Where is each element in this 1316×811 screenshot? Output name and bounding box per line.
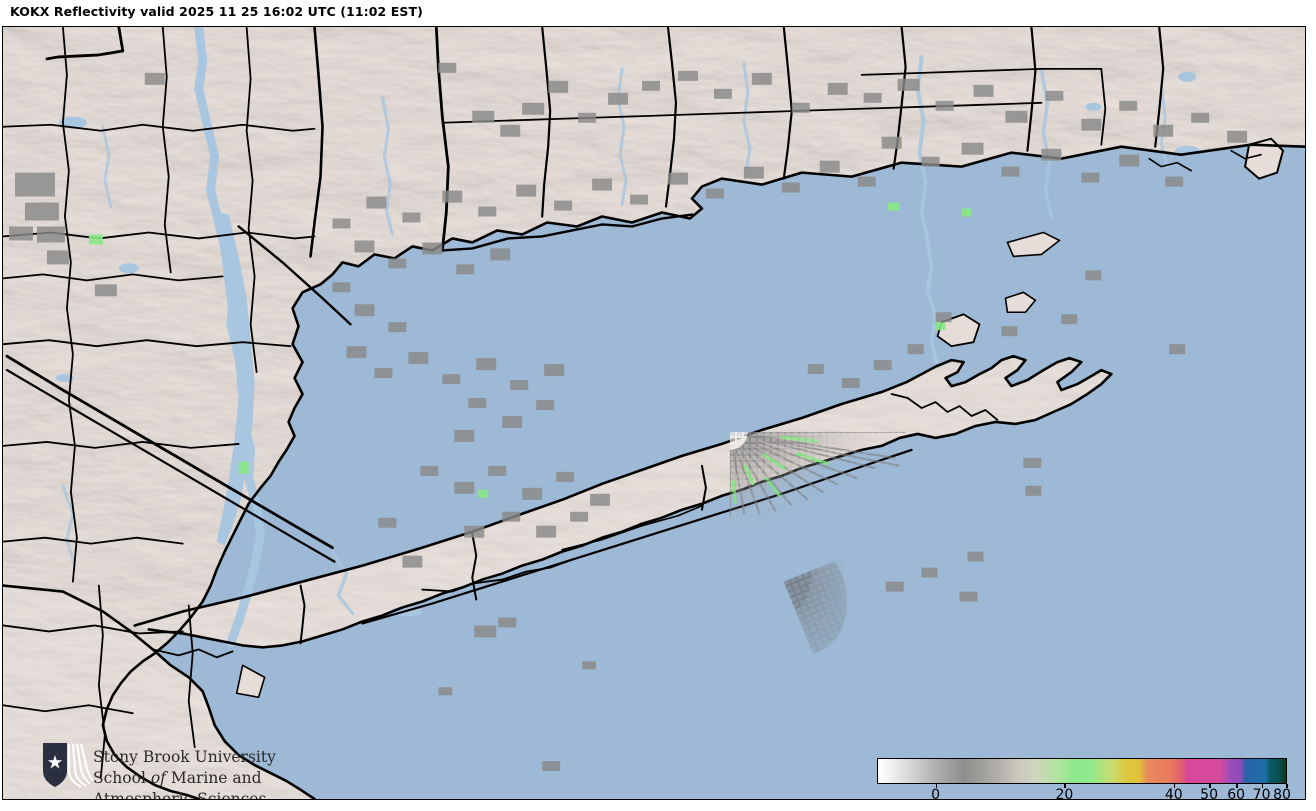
colorbar-tick-40: [1173, 784, 1176, 788]
landmass-block-island: [1244, 137, 1285, 180]
colorbar-tick-0: [935, 784, 938, 788]
colorbar-label-60: 60: [1227, 787, 1246, 800]
colorbar-label-80: 80: [1273, 787, 1291, 800]
colorbar-tick-60: [1236, 784, 1238, 788]
landmass-mainland: [3, 27, 1305, 799]
radar-echo-offshore-blob: [718, 498, 850, 665]
landmass-fishers-island: [1006, 231, 1061, 258]
title-bar: KOKX Reflectivity valid 2025 11 25 16:02…: [0, 0, 1316, 26]
colorbar-label-20: 20: [1055, 787, 1074, 800]
colorbar-label-0: 0: [931, 787, 941, 800]
colorbar-label-50: 50: [1200, 787, 1219, 800]
page-title: KOKX Reflectivity valid 2025 11 25 16:02…: [10, 4, 423, 19]
radar-echo-green-cells: [88, 202, 972, 498]
radar-map-frame: 0 20 40 50 60 70 80 Stony Brook Univers: [2, 26, 1306, 800]
colorbar-tick-20: [1064, 784, 1066, 788]
colorbar-tick-50: [1209, 784, 1211, 788]
radar-map-canvas: [3, 27, 1305, 799]
colorbar-tick-70: [1261, 784, 1264, 788]
colorbar-label-40: 40: [1164, 787, 1183, 800]
radar-echo-radial-fan: [544, 313, 912, 536]
radar-echo-scattered-clutter: [8, 62, 1248, 772]
colorbar-gradient: [877, 758, 1287, 784]
political-boundaries: [3, 27, 1165, 778]
reflectivity-colorbar: 0 20 40 50 60 70 80: [877, 758, 1291, 800]
colorbar-label-70: 70: [1252, 787, 1271, 800]
colorbar-tick-80: [1286, 784, 1288, 788]
